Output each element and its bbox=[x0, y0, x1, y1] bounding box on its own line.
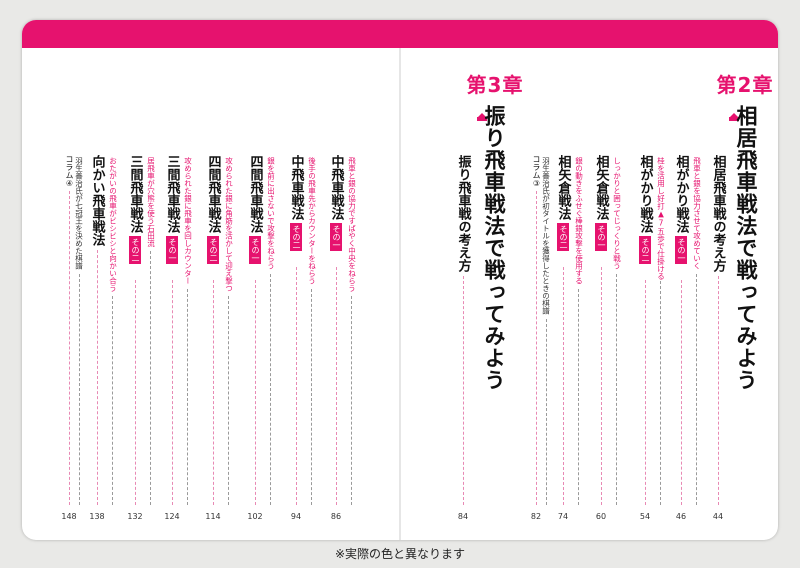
chapter2-entry-page: 82 bbox=[530, 512, 542, 521]
chapter2-entry-tag: その一 bbox=[595, 223, 607, 251]
chapter2-entry-title: 相矢倉戦法 bbox=[555, 155, 571, 220]
chapter3-entry-page: 94 bbox=[290, 512, 302, 521]
chapter3-entry-sub-leader bbox=[351, 296, 352, 505]
chapter2-entry-tag: その二 bbox=[557, 223, 569, 251]
chapter2-entry-page: 74 bbox=[557, 512, 569, 521]
chapter3-entry-sub-leader bbox=[270, 273, 271, 505]
chapter2-entry-sub-leader bbox=[696, 273, 697, 505]
color-disclaimer: ※実際の色と異なります bbox=[334, 547, 466, 561]
chapter3-entry-subtitle: 銀を前に出さないで攻撃をねらう bbox=[266, 157, 276, 270]
chapter3-entry-leader bbox=[255, 280, 256, 505]
chapter3-entry-sub-leader bbox=[112, 296, 113, 505]
chapter2-entry-subtitle: 銀の動きをふせぐ棒銀攻撃を使用する bbox=[574, 157, 584, 285]
chapter2-entry-sub-leader bbox=[578, 288, 579, 505]
chapter3-entry-subtitle: 攻められた銀に飛車を回しカウンター bbox=[183, 157, 193, 285]
chapter2-title: 相居飛車戦法で戦ってみよう bbox=[734, 105, 758, 391]
chapter2-entry-leader bbox=[681, 280, 682, 505]
chapter3-entry-leader bbox=[463, 276, 464, 505]
chapter2-entry-subtitle: 飛車と銀を協力させて攻めていく bbox=[692, 157, 702, 270]
chapter2-entry-page: 60 bbox=[595, 512, 607, 521]
chapter2-entry-leader bbox=[601, 267, 602, 505]
chapter3-title: 振り飛車戦法で戦ってみよう bbox=[482, 105, 506, 391]
chapter3-entry-leader bbox=[69, 191, 70, 505]
chapter3-entry-title: 四間飛車戦法 bbox=[247, 155, 263, 233]
chapter2-entry-title: 相居飛車戦の考え方 bbox=[710, 155, 726, 272]
chapter3-number: 第3章 bbox=[466, 73, 524, 97]
chapter3-entry-title: 中飛車戦法 bbox=[288, 155, 304, 220]
chapter2-heading-icon bbox=[729, 113, 739, 121]
book-spine bbox=[399, 48, 401, 540]
chapter2-entry-page: 54 bbox=[639, 512, 651, 521]
chapter3-entry-page: 84 bbox=[457, 512, 469, 521]
chapter3-entry-leader bbox=[172, 280, 173, 505]
chapter2-entry-subtitle: しっかりと囲ってじっくりと戦う bbox=[612, 157, 622, 270]
chapter3-entry-page: 86 bbox=[330, 512, 342, 521]
chapter3-entry-sub-leader bbox=[150, 251, 151, 505]
chapter3-entry-sub-leader bbox=[311, 288, 312, 505]
chapter2-number: 第2章 bbox=[716, 73, 774, 97]
chapter2-entry-tag: その一 bbox=[675, 236, 687, 264]
chapter3-entry-subtitle: 攻められた銀に角筋を活かして迎え撃つ bbox=[224, 157, 234, 292]
chapter3-entry-subtitle: おたがいの飛車がビシビシと向かい合う bbox=[108, 157, 118, 292]
chapter2-entry-leader bbox=[718, 276, 719, 505]
chapter3-entry-page: 132 bbox=[127, 512, 143, 521]
book-spread bbox=[22, 20, 778, 540]
chapter2-entry-title: コラム③ bbox=[532, 155, 541, 188]
chapter2-entry-title: 相矢倉戦法 bbox=[593, 155, 609, 220]
chapter3-entry-subtitle: 居飛車が穴熊を使う石田流 bbox=[146, 157, 156, 247]
chapter3-entry-subtitle: 後手の飛車先からカウンターをねらう bbox=[307, 157, 317, 285]
chapter2-entry-subtitle: 羽生善治氏が初タイトルを獲得したときの棋譜 bbox=[541, 157, 551, 315]
chapter3-entry-tag: その二 bbox=[129, 236, 141, 264]
chapter2-entry-page: 46 bbox=[675, 512, 687, 521]
top-accent-bar bbox=[22, 20, 778, 48]
chapter2-entry-sub-leader bbox=[616, 273, 617, 505]
chapter3-entry-leader bbox=[97, 250, 98, 505]
chapter3-entry-tag: その一 bbox=[249, 236, 261, 264]
chapter3-entry-subtitle: 羽生善治氏が七冠王を決めた棋譜 bbox=[74, 157, 84, 270]
chapter2-entry-leader bbox=[645, 280, 646, 505]
chapter2-entry-sub-leader bbox=[660, 281, 661, 505]
chapter3-entry-sub-leader bbox=[228, 296, 229, 505]
chapter3-entry-title: 中飛車戦法 bbox=[328, 155, 344, 220]
chapter3-entry-page: 102 bbox=[247, 512, 263, 521]
chapter3-entry-title: 三間飛車戦法 bbox=[164, 155, 180, 233]
chapter3-entry-title: コラム④ bbox=[65, 155, 74, 188]
chapter3-entry-title: 三間飛車戦法 bbox=[127, 155, 143, 233]
chapter2-entry-sub-leader bbox=[546, 318, 547, 505]
chapter3-entry-tag: その一 bbox=[330, 223, 342, 251]
chapter3-entry-page: 114 bbox=[205, 512, 221, 521]
chapter3-entry-page: 138 bbox=[89, 512, 105, 521]
chapter3-entry-leader bbox=[135, 280, 136, 505]
chapter3-entry-title: 振り飛車戦の考え方 bbox=[455, 155, 471, 272]
chapter3-entry-tag: その一 bbox=[166, 236, 178, 264]
chapter3-entry-title: 向かい飛車戦法 bbox=[89, 155, 105, 246]
chapter3-entry-sub-leader bbox=[79, 273, 80, 505]
chapter3-entry-leader bbox=[296, 267, 297, 505]
chapter2-entry-title: 相がかり戦法 bbox=[637, 155, 653, 233]
chapter2-entry-leader bbox=[563, 267, 564, 505]
chapter3-entry-subtitle: 飛車と銀の協力ですばやく中央をねらう bbox=[347, 157, 357, 292]
chapter3-entry-leader bbox=[336, 267, 337, 505]
chapter3-heading-icon bbox=[477, 113, 487, 121]
chapter3-entry-page: 148 bbox=[61, 512, 77, 521]
chapter3-entry-tag: その二 bbox=[290, 223, 302, 251]
chapter2-entry-page: 44 bbox=[712, 512, 724, 521]
chapter3-entry-sub-leader bbox=[187, 288, 188, 505]
chapter2-entry-subtitle: 桂を活用し好打▲7五歩で仕掛ける bbox=[656, 157, 666, 280]
chapter2-entry-leader bbox=[536, 191, 537, 505]
chapter2-entry-title: 相がかり戦法 bbox=[673, 155, 689, 233]
chapter3-entry-tag: その二 bbox=[207, 236, 219, 264]
chapter2-entry-tag: その二 bbox=[639, 236, 651, 264]
chapter3-entry-title: 四間飛車戦法 bbox=[205, 155, 221, 233]
chapter3-entry-leader bbox=[213, 280, 214, 505]
chapter3-entry-page: 124 bbox=[164, 512, 180, 521]
